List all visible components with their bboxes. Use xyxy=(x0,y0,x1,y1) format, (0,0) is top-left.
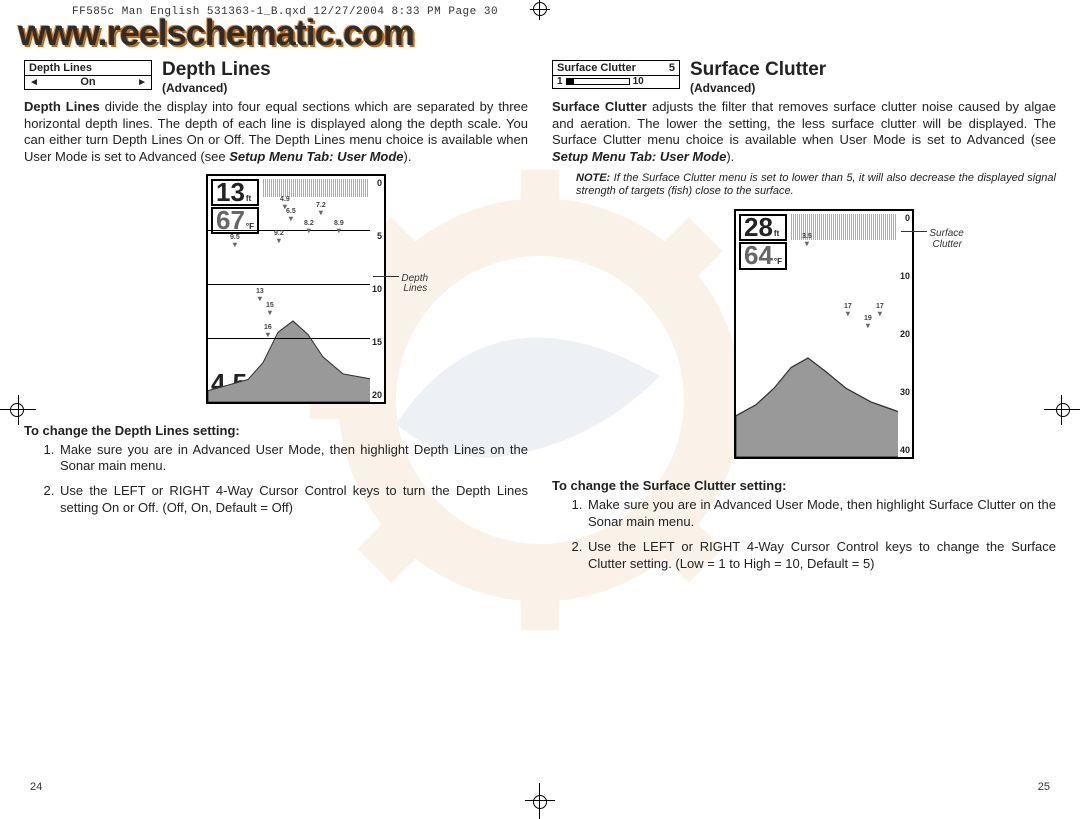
instructions-heading: To change the Depth Lines setting: xyxy=(24,423,528,438)
depth-line xyxy=(208,338,370,339)
scale-tick: 5 xyxy=(368,231,382,241)
depth-value: 28 xyxy=(744,216,773,239)
sonar-figure-surface-clutter: 28ft 64°F 4.5mph 010203040 3.5171917 xyxy=(734,209,914,459)
callout-depth-lines: Depth Lines xyxy=(402,274,429,295)
step-item: Make sure you are in Advanced User Mode,… xyxy=(58,442,528,476)
section-paragraph: Depth Lines divide the display into four… xyxy=(24,99,528,166)
menu-title: Surface Clutter xyxy=(557,62,636,74)
site-banner: www.reelschematic.com xyxy=(18,12,1056,54)
right-arrow-icon: ► xyxy=(137,77,147,88)
temp-value: 64 xyxy=(744,244,773,267)
instructions-heading: To change the Surface Clutter setting: xyxy=(552,478,1056,493)
sonar-figure-depth-lines: 13ft 67°F 4.5mph 05101520 4.96.57.28.28.… xyxy=(206,174,386,404)
left-arrow-icon: ◄ xyxy=(29,77,39,88)
para-lead: Depth Lines xyxy=(24,99,100,114)
section-subtitle: (Advanced) xyxy=(690,81,826,95)
fish-marker: 9.5 xyxy=(230,234,240,249)
step-item: Use the LEFT or RIGHT 4-Way Cursor Contr… xyxy=(58,483,528,517)
crop-mark xyxy=(525,789,555,819)
depth-value: 13 xyxy=(216,181,245,204)
note-text: NOTE: If the Surface Clutter menu is set… xyxy=(576,172,1056,200)
fish-marker: 17 xyxy=(844,303,852,318)
page-number-right: 25 xyxy=(1038,781,1050,793)
fish-marker: 7.2 xyxy=(316,202,326,217)
scale-tick: 10 xyxy=(368,284,382,294)
instructions-list: Make sure you are in Advanced User Mode,… xyxy=(58,442,528,518)
scale-tick: 20 xyxy=(896,329,910,339)
menu-slider: 1 10 xyxy=(557,76,644,87)
fish-marker: 6.5 xyxy=(286,208,296,223)
scale-tick: 0 xyxy=(896,213,910,223)
scale-tick: 0 xyxy=(368,178,382,188)
slider-max: 10 xyxy=(633,76,644,87)
para-lead: Surface Clutter xyxy=(552,99,647,114)
menu-box-depth-lines: Depth Lines ◄ On ► xyxy=(24,60,152,90)
menu-title-value: 5 xyxy=(669,62,675,74)
section-title: Surface Clutter xyxy=(690,60,826,79)
scale-tick: 20 xyxy=(368,390,382,400)
left-page: Depth Lines ◄ On ► Depth Lines (Advanced… xyxy=(24,60,528,581)
page-number-left: 24 xyxy=(30,781,42,793)
menu-title: Depth Lines xyxy=(29,62,92,74)
step-item: Make sure you are in Advanced User Mode,… xyxy=(586,497,1056,531)
temp-unit: °F xyxy=(774,257,782,266)
right-page: Surface Clutter 5 1 10 Surface Clutter (… xyxy=(552,60,1056,581)
fish-marker: 19 xyxy=(864,315,872,330)
section-title: Depth Lines xyxy=(162,60,271,79)
callout-surface-clutter: Surface Clutter xyxy=(930,229,964,250)
fish-marker: 16 xyxy=(264,324,272,339)
depth-unit: ft xyxy=(774,229,779,238)
fish-marker: 8.2 xyxy=(304,220,314,235)
scale-tick: 15 xyxy=(368,337,382,347)
menu-box-surface-clutter: Surface Clutter 5 1 10 xyxy=(552,60,680,89)
depth-unit: ft xyxy=(246,194,251,203)
slider-min: 1 xyxy=(557,76,563,87)
instructions-list: Make sure you are in Advanced User Mode,… xyxy=(586,497,1056,573)
scale-tick: 30 xyxy=(896,387,910,397)
step-item: Use the LEFT or RIGHT 4-Way Cursor Contr… xyxy=(586,539,1056,573)
scale-tick: 10 xyxy=(896,271,910,281)
fish-marker: 8.9 xyxy=(334,220,344,235)
fish-marker: 3.5 xyxy=(802,233,812,248)
depth-line xyxy=(208,284,370,285)
menu-value: On xyxy=(80,76,95,88)
section-paragraph: Surface Clutter adjusts the filter that … xyxy=(552,99,1056,166)
depth-line xyxy=(208,230,370,231)
fish-marker: 17 xyxy=(876,303,884,318)
fish-marker: 15 xyxy=(266,302,274,317)
fish-marker: 13 xyxy=(256,288,264,303)
scale-tick: 40 xyxy=(896,445,910,455)
section-subtitle: (Advanced) xyxy=(162,81,271,95)
fish-marker: 9.2 xyxy=(274,230,284,245)
